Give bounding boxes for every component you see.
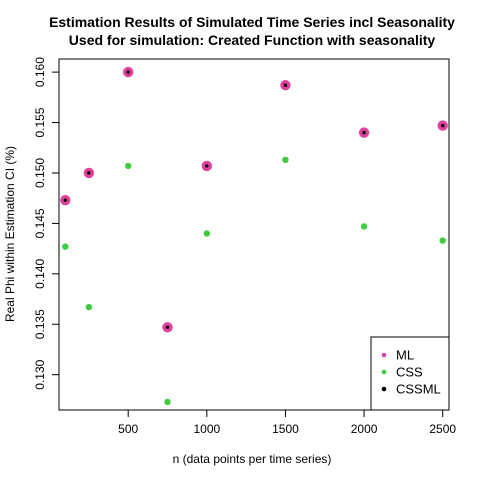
- x-axis-label: n (data points per time series): [173, 452, 332, 466]
- series-ml: [60, 66, 448, 333]
- cssml-point: [63, 198, 67, 202]
- cssml-point: [441, 123, 445, 128]
- series-css: [62, 156, 446, 406]
- css-point: [85, 303, 93, 311]
- cssml-point: [283, 83, 288, 87]
- css-point: [62, 243, 69, 250]
- data-points: [60, 66, 448, 406]
- chart-subtitle: Used for simulation: Created Function wi…: [69, 32, 436, 48]
- css-point: [282, 156, 289, 164]
- x-axis: 500 1000 1500 2000 2500: [118, 409, 456, 436]
- cssml-point: [362, 130, 366, 135]
- y-tick-label: 0.135: [33, 309, 47, 339]
- y-tick-label: 0.145: [33, 208, 47, 238]
- css-point: [203, 230, 211, 237]
- cssml-point: [126, 70, 130, 74]
- css-point: [124, 162, 132, 170]
- cssml-point: [165, 325, 170, 329]
- legend-marker-cssml: [381, 386, 387, 392]
- cssml-point: [87, 171, 91, 175]
- y-tick-label: 0.150: [33, 158, 47, 188]
- legend-marker-css: [381, 369, 387, 375]
- y-tick-label: 0.130: [33, 359, 47, 389]
- x-tick-label: 2500: [429, 422, 456, 436]
- y-axis-label: Real Phi within Estimation CI (%): [3, 146, 17, 322]
- legend: ML CSS CSSML: [370, 336, 450, 411]
- x-tick-label: 500: [118, 422, 138, 436]
- css-point: [439, 237, 446, 244]
- chart-title: Estimation Results of Simulated Time Ser…: [49, 14, 455, 30]
- legend-label-cssml: CSSML: [396, 382, 441, 397]
- y-tick-label: 0.140: [33, 258, 47, 288]
- series-cssml: [63, 70, 445, 329]
- y-tick-label: 0.160: [33, 57, 47, 87]
- x-tick-label: 1000: [193, 422, 220, 436]
- legend-marker-ml: [381, 352, 387, 358]
- legend-label-css: CSS: [396, 365, 423, 380]
- y-tick-label: 0.155: [33, 107, 47, 137]
- legend-label-ml: ML: [396, 348, 414, 363]
- css-point: [360, 223, 368, 230]
- x-tick-label: 1500: [272, 422, 299, 436]
- cssml-point: [205, 164, 209, 168]
- y-axis: 0.130 0.135 0.140 0.145 0.150 0.155 0.160: [33, 57, 60, 390]
- x-tick-label: 2000: [351, 422, 378, 436]
- css-point: [164, 398, 171, 406]
